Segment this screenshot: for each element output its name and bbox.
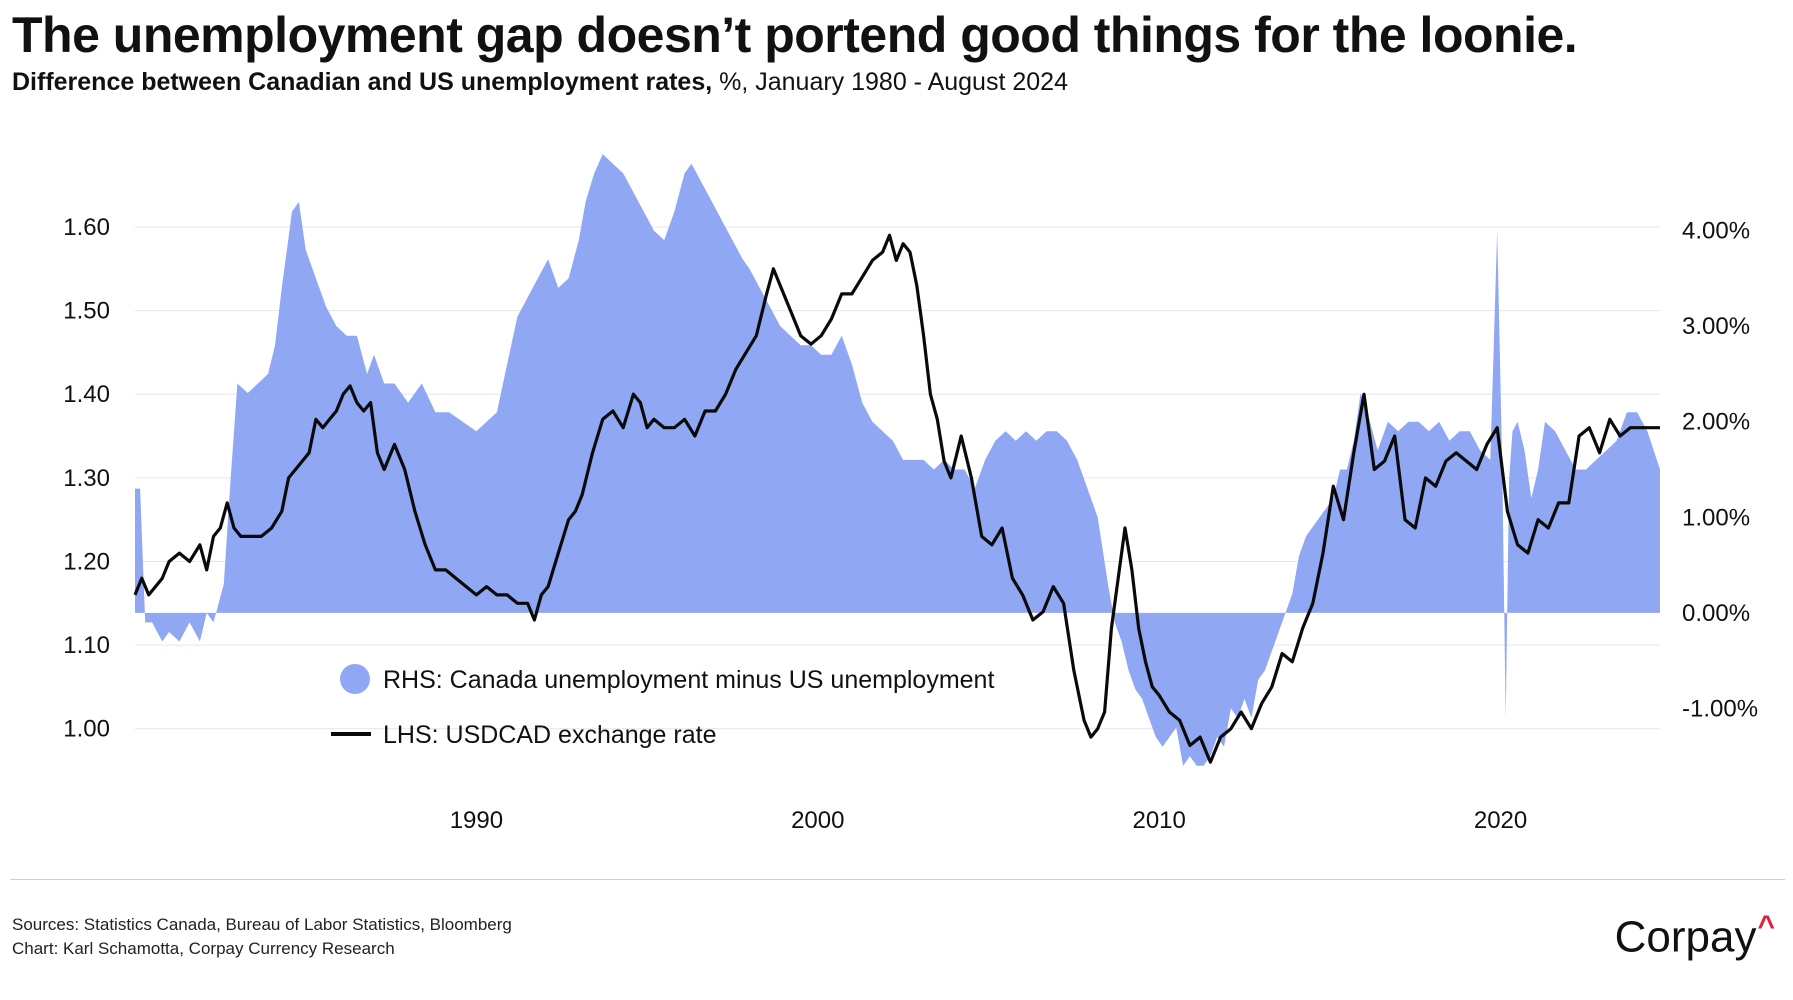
line-series-usdcad	[133, 233, 1660, 764]
right-axis-tick-label: 1.00%	[1682, 504, 1750, 531]
right-axis-tick-label: 0.00%	[1682, 600, 1750, 627]
subtitle-main: Difference between Canadian and US unemp…	[12, 68, 713, 96]
legend-label-rhs: RHS: Canada unemployment minus US unempl…	[383, 666, 994, 694]
x-axis-tick-label: 1990	[450, 807, 503, 834]
subtitle-rest: %, January 1980 - August 2024	[712, 68, 1068, 96]
legend-area-marker-icon	[340, 664, 370, 694]
chart-credit: Chart: Karl Schamotta, Corpay Currency R…	[12, 939, 395, 958]
left-axis-tick-label: 1.60	[63, 214, 110, 241]
left-axis-tick-label: 1.00	[63, 716, 110, 743]
left-axis-tick-label: 1.20	[63, 548, 110, 575]
logo-text: Corpay	[1614, 912, 1757, 962]
right-axis-tick-label: 3.00%	[1682, 313, 1750, 340]
area-series-unemployment-gap	[135, 154, 1660, 766]
chart-subtitle: Difference between Canadian and US unemp…	[12, 68, 1068, 97]
x-axis-tick-label: 2000	[791, 807, 844, 834]
chart-title: The unemployment gap doesn’t portend goo…	[12, 7, 1578, 63]
right-axis-tick-label: 2.00%	[1682, 409, 1750, 436]
left-axis-tick-label: 1.50	[63, 298, 110, 325]
left-axis-tick-label: 1.10	[63, 632, 110, 659]
sources-note: Sources: Statistics Canada, Bureau of La…	[12, 915, 512, 934]
left-axis-tick-label: 1.40	[63, 381, 110, 408]
corpay-logo: Corpay^	[1615, 910, 1775, 963]
x-axis-tick-label: 2010	[1132, 807, 1185, 834]
x-axis-tick-label: 2020	[1474, 807, 1527, 834]
right-axis-tick-label: -1.00%	[1682, 695, 1758, 722]
footer-divider	[10, 879, 1785, 880]
right-axis-tick-label: 4.00%	[1682, 218, 1750, 245]
legend-label-lhs: LHS: USDCAD exchange rate	[383, 721, 716, 749]
left-axis-tick-label: 1.30	[63, 465, 110, 492]
logo-caret-icon: ^	[1757, 910, 1775, 943]
